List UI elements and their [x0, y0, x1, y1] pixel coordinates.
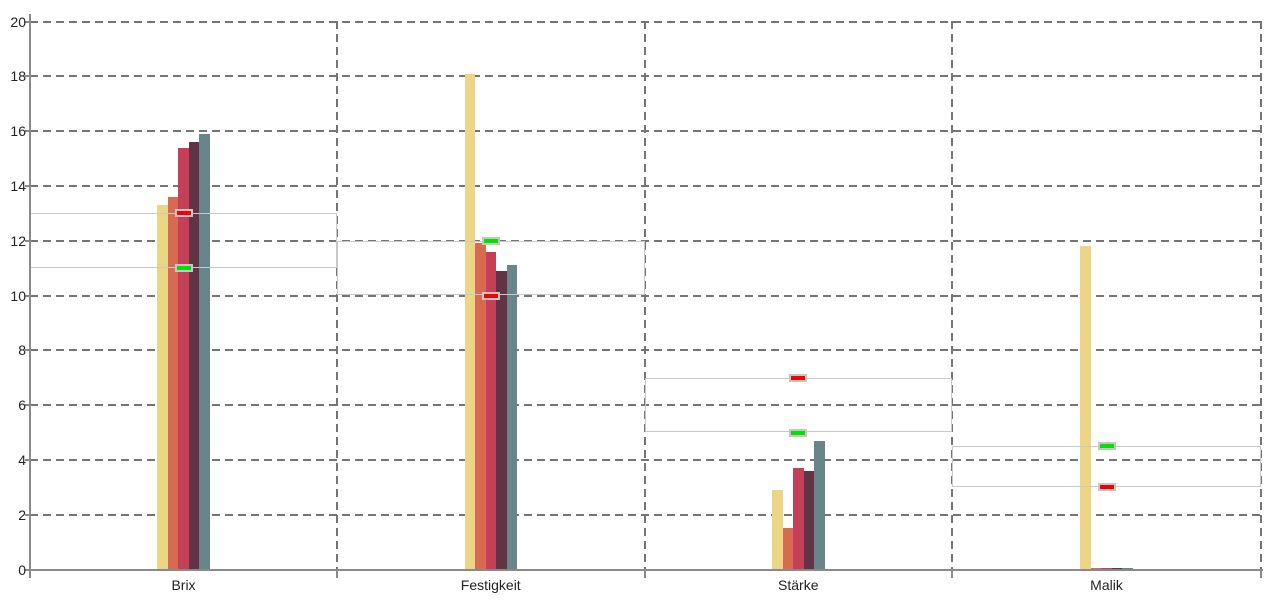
y-tick-label: 10	[10, 287, 26, 304]
x-axis-line	[28, 568, 1263, 571]
y-tick-label: 16	[10, 123, 26, 140]
y-axis-tick	[25, 513, 30, 516]
y-axis-tick	[25, 130, 30, 133]
category-separator-line	[1260, 21, 1262, 570]
x-axis-tick	[643, 570, 646, 578]
y-tick-label: 0	[18, 561, 26, 578]
y-axis-tick	[25, 75, 30, 78]
y-tick-label: 14	[10, 177, 26, 194]
h-gridline	[30, 349, 1261, 352]
y-tick-label: 6	[18, 397, 26, 414]
bar-series-5-brix	[199, 133, 210, 570]
x-axis-tick	[951, 570, 953, 578]
y-tick-label: 4	[18, 451, 26, 468]
bar-series-3-festigkeit	[485, 251, 496, 570]
h-gridline	[30, 184, 1261, 187]
category-label-stärke: Stärke	[778, 577, 819, 593]
limit-marker-green-festigkeit	[481, 236, 500, 245]
y-tick-label: 18	[10, 68, 26, 85]
h-gridline	[30, 239, 1261, 242]
category-label-festigkeit: Festigkeit	[460, 577, 521, 593]
bar-series-1-festigkeit	[464, 73, 475, 570]
reference-band-stärke	[644, 377, 952, 433]
y-axis-tick	[25, 458, 30, 461]
y-axis-line	[29, 14, 31, 578]
bar-series-1-brix	[157, 205, 168, 570]
limit-marker-red-malik	[1097, 483, 1116, 492]
y-axis-tick	[25, 404, 30, 407]
bar-series-5-festigkeit	[506, 265, 517, 570]
y-axis-tick	[25, 184, 30, 187]
category-label-brix: Brix	[171, 577, 196, 593]
reference-band-malik	[952, 446, 1261, 488]
x-axis-tick	[1260, 570, 1262, 578]
x-axis-tick	[336, 570, 338, 578]
bar-series-2-festigkeit	[475, 243, 486, 570]
y-axis-tick	[25, 294, 30, 297]
h-gridline	[30, 20, 1261, 23]
y-axis-tick	[25, 239, 30, 242]
bar-series-5-stärke	[814, 440, 825, 570]
reference-band-festigkeit	[337, 240, 645, 296]
y-axis-tick	[25, 349, 30, 352]
category-label-malik: Malik	[1090, 577, 1123, 593]
limit-marker-green-brix	[174, 264, 193, 273]
bar-series-2-stärke	[782, 528, 793, 570]
y-tick-label: 12	[10, 232, 26, 249]
h-gridline	[30, 294, 1261, 297]
h-gridline	[30, 404, 1261, 407]
bar-series-1-stärke	[772, 490, 783, 570]
h-gridline	[30, 458, 1261, 461]
bar-series-4-brix	[188, 142, 200, 570]
reference-band-brix	[30, 213, 337, 269]
y-axis-tick	[25, 20, 30, 23]
bar-series-2-brix	[167, 196, 179, 570]
bar-series-3-brix	[178, 147, 189, 570]
h-gridline	[30, 75, 1261, 78]
bar-series-4-festigkeit	[496, 270, 507, 570]
y-tick-label: 8	[18, 342, 26, 359]
h-gridline	[30, 513, 1261, 516]
category-separator-line	[951, 21, 953, 570]
y-tick-label: 2	[18, 506, 26, 523]
h-gridline	[30, 130, 1261, 133]
bar-series-3-stärke	[793, 468, 804, 570]
bar-series-4-stärke	[803, 470, 814, 570]
limit-marker-red-brix	[174, 209, 193, 218]
y-tick-label: 20	[10, 13, 26, 30]
category-separator-line	[643, 21, 646, 570]
limit-marker-green-stärke	[789, 428, 808, 437]
bar-series-1-malik	[1080, 246, 1091, 570]
limit-marker-green-malik	[1097, 442, 1116, 451]
y-axis-tick	[25, 568, 30, 571]
limit-marker-red-stärke	[789, 373, 808, 382]
limit-marker-red-festigkeit	[481, 291, 500, 300]
